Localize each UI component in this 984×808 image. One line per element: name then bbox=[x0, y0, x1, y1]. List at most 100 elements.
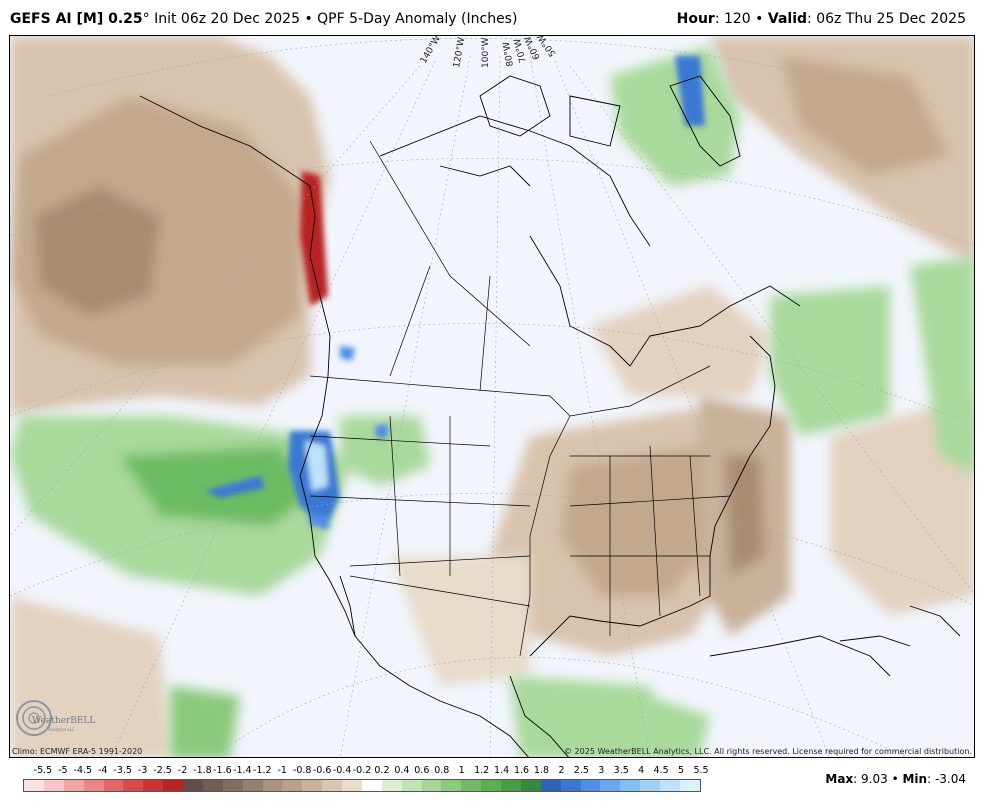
legend-label: 5 bbox=[678, 765, 685, 776]
legend-color-bar bbox=[23, 779, 701, 792]
legend-label: -4 bbox=[98, 765, 108, 776]
legend-label: 0.4 bbox=[394, 765, 410, 776]
legend-swatch bbox=[83, 780, 104, 791]
legend-label: -0.8 bbox=[292, 765, 312, 776]
legend-label: 1.4 bbox=[494, 765, 510, 776]
map-canvas: 140°W 120°W 100°W 80°W 70°W 60°W 50°W bbox=[10, 36, 974, 757]
legend-swatch bbox=[322, 780, 342, 791]
legend-labels: -5.5 -5 -4.5 -4 -3.5 -3 -2.5 -2 -1.8 -1.6 -1.4 -1.2… bbox=[23, 765, 709, 777]
legend-swatch bbox=[600, 780, 621, 791]
lon-label-80w: 80°W bbox=[502, 41, 516, 67]
legend-label: -0.2 bbox=[352, 765, 372, 776]
legend-label: -0.6 bbox=[312, 765, 332, 776]
legend-label: 5.5 bbox=[693, 765, 709, 776]
hour-value: : 120 bbox=[714, 11, 751, 27]
heavy-precip-cores bbox=[205, 56, 705, 531]
legend-label: -3.5 bbox=[113, 765, 132, 776]
legend-swatch bbox=[520, 780, 541, 791]
legend-label: 1 bbox=[458, 765, 465, 776]
legend-label: 0.8 bbox=[434, 765, 450, 776]
header: GEFS AI [M] 0.25° Init 06z 20 Dec 2025 •… bbox=[0, 0, 984, 34]
climatology-note: Climo: ECMWF ERA-5 1991-2020 bbox=[12, 747, 143, 756]
legend-swatch bbox=[103, 780, 124, 791]
lon-label-100w: 100°W bbox=[481, 37, 491, 68]
color-legend: -5.5 -5 -4.5 -4 -3.5 -3 -2.5 -2 -1.8 -1.6 -1.4 -1.2… bbox=[23, 765, 709, 793]
product-name: QPF 5-Day Anomaly (Inches) bbox=[317, 11, 518, 27]
legend-label: -1.4 bbox=[233, 765, 252, 776]
map-title: GEFS AI [M] 0.25° Init 06z 20 Dec 2025 •… bbox=[10, 11, 517, 27]
legend-swatch bbox=[302, 780, 323, 791]
legend-label: -5 bbox=[58, 765, 68, 776]
legend-swatch bbox=[63, 780, 84, 791]
valid-value: : 06z Thu 25 Dec 2025 bbox=[807, 11, 966, 27]
legend-label: 4 bbox=[638, 765, 645, 776]
legend-label: 0.2 bbox=[374, 765, 390, 776]
legend-label: 2.5 bbox=[573, 765, 589, 776]
legend-swatch bbox=[143, 780, 164, 791]
legend-swatch bbox=[123, 780, 144, 791]
weatherbell-logo: WeatherBELL Analytics LLC bbox=[14, 698, 98, 740]
legend-swatch bbox=[282, 780, 303, 791]
max-value: : 9.03 bbox=[853, 772, 888, 786]
hour-label: Hour bbox=[676, 11, 715, 27]
legend-swatch bbox=[401, 780, 422, 791]
legend-swatch bbox=[222, 780, 243, 791]
legend-swatch bbox=[640, 780, 660, 791]
legend-label: 3 bbox=[598, 765, 605, 776]
legend-swatch bbox=[540, 780, 561, 791]
legend-label: -1.2 bbox=[253, 765, 272, 776]
graticule bbox=[10, 38, 974, 757]
valid-label: Valid bbox=[767, 11, 808, 27]
max-min-values: Max: 9.03 • Min: -3.04 bbox=[825, 772, 966, 786]
legend-swatch bbox=[580, 780, 601, 791]
political-borders bbox=[309, 140, 731, 657]
legend-label: 4.5 bbox=[653, 765, 669, 776]
legend-swatch bbox=[421, 780, 442, 791]
legend-label: 1.8 bbox=[533, 765, 550, 776]
model-name: GEFS AI [M] 0.25 bbox=[10, 11, 143, 27]
legend-label: 3.5 bbox=[613, 765, 629, 776]
legend-swatch bbox=[461, 780, 482, 791]
legend-swatch bbox=[202, 780, 223, 791]
legend-label: -3 bbox=[137, 765, 148, 776]
legend-swatch bbox=[43, 780, 64, 791]
init-time: Init 06z 20 Dec 2025 bbox=[154, 11, 300, 27]
legend-label: -1.6 bbox=[213, 765, 232, 776]
legend-label: -2 bbox=[177, 765, 188, 776]
legend-label: 1.2 bbox=[474, 765, 490, 776]
legend-label: 2 bbox=[558, 765, 565, 776]
legend-swatch bbox=[163, 780, 183, 791]
degree-symbol: ° bbox=[142, 11, 150, 27]
legend-swatch bbox=[242, 780, 263, 791]
valid-info: Hour: 120 • Valid: 06z Thu 25 Dec 2025 bbox=[677, 11, 966, 27]
title-bullet: • bbox=[304, 11, 313, 27]
valid-bullet: • bbox=[755, 11, 764, 27]
logo-subtext: Analytics LLC bbox=[48, 727, 75, 732]
min-value: : -3.04 bbox=[927, 772, 966, 786]
legend-swatch bbox=[262, 780, 283, 791]
legend-swatch bbox=[361, 780, 382, 791]
wet-anomaly-shading bbox=[10, 46, 974, 757]
legend-label: -1 bbox=[277, 765, 287, 776]
legend-swatch bbox=[183, 780, 203, 791]
legend-swatch bbox=[560, 780, 581, 791]
precip-anomaly-map: 140°W 120°W 100°W 80°W 70°W 60°W 50°W bbox=[9, 35, 975, 758]
legend-label: -0.4 bbox=[332, 765, 352, 776]
legend-label: 0.6 bbox=[414, 765, 430, 776]
logo-text: WeatherBELL bbox=[32, 716, 95, 726]
legend-label: -2.5 bbox=[153, 765, 172, 776]
legend-swatch bbox=[620, 780, 641, 791]
maxmin-bullet: • bbox=[891, 772, 899, 786]
legend-swatch bbox=[501, 780, 521, 791]
copyright-note: © 2025 WeatherBELL Analytics, LLC. All r… bbox=[564, 747, 972, 756]
max-label: Max bbox=[825, 772, 854, 786]
legend-swatch bbox=[342, 780, 362, 791]
legend-swatch bbox=[24, 780, 44, 791]
min-label: Min bbox=[902, 772, 928, 786]
legend-swatch bbox=[481, 780, 501, 791]
legend-label: -4.5 bbox=[73, 765, 93, 776]
legend-swatch bbox=[441, 780, 462, 791]
legend-label: 1.6 bbox=[513, 765, 530, 776]
legend-label: -1.8 bbox=[193, 765, 212, 776]
legend-swatch bbox=[679, 780, 700, 791]
